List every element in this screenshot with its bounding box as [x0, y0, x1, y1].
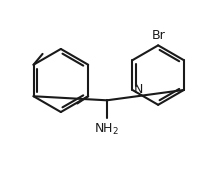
- Text: NH$_2$: NH$_2$: [94, 122, 119, 137]
- Text: N: N: [134, 83, 144, 96]
- Text: Br: Br: [151, 29, 165, 42]
